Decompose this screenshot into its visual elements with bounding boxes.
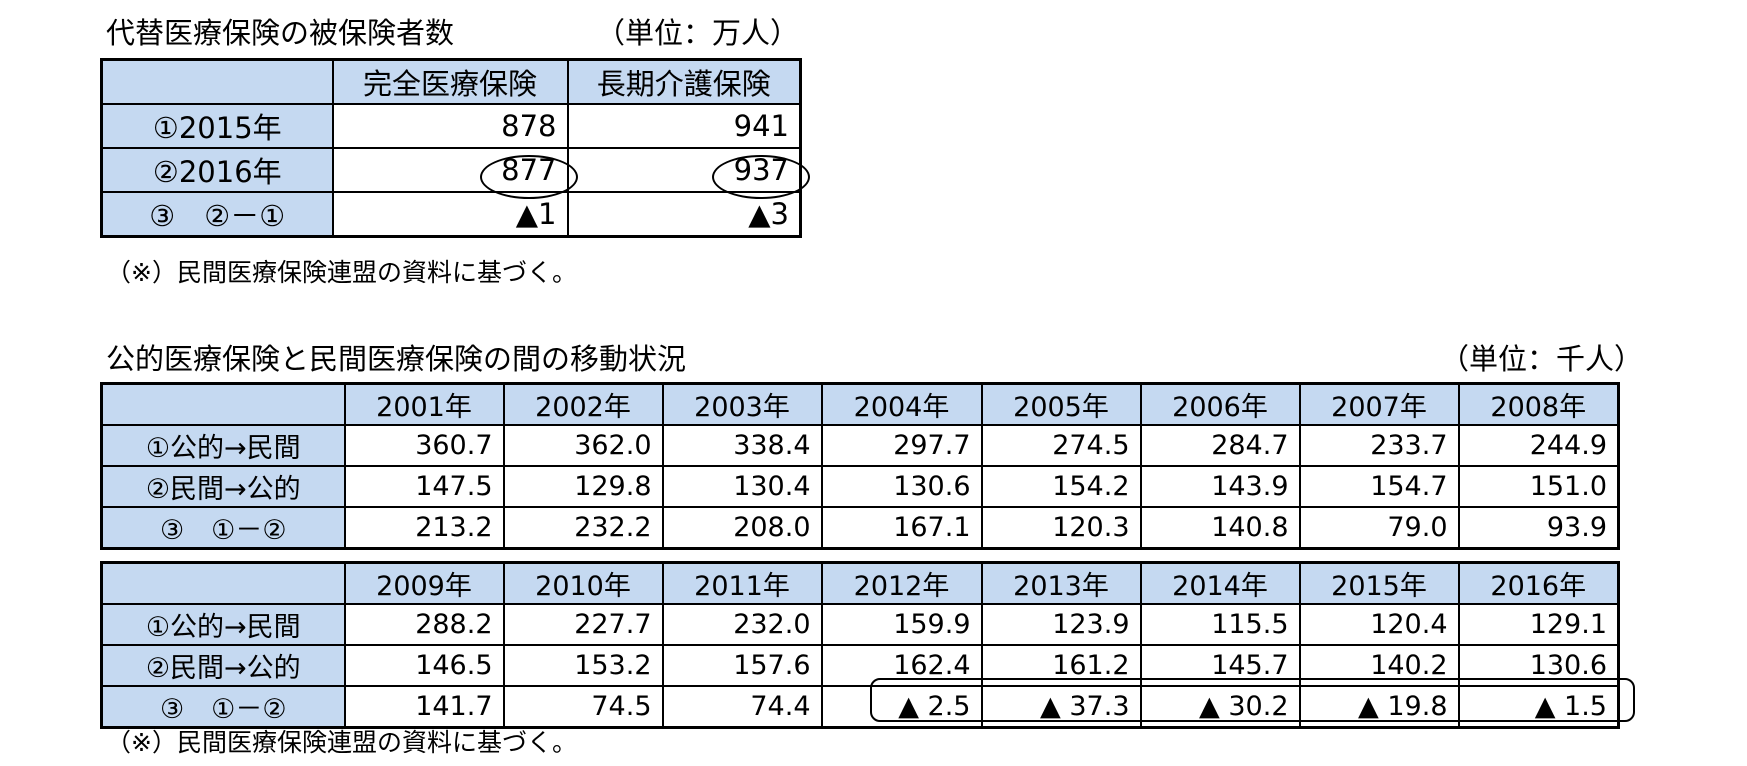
value-cell: 360.7 xyxy=(343,424,505,467)
highlight-ellipse xyxy=(480,155,578,199)
row-label: ①公的→民間 xyxy=(100,603,346,646)
table-header-row: 2001年 2002年 2003年 2004年 2005年 2006年 2007… xyxy=(100,382,1620,426)
year-header: 2009年 xyxy=(343,561,505,605)
value-cell: 129.1 xyxy=(1457,603,1620,646)
year-header: 2005年 xyxy=(980,382,1142,426)
value-cell: 878 xyxy=(331,103,569,149)
table-row: ②民間→公的 147.5 129.8 130.4 130.6 154.2 143… xyxy=(100,465,1620,508)
row-label: ③ ①－② xyxy=(100,506,346,550)
year-header: 2008年 xyxy=(1457,382,1620,426)
year-header: 2010年 xyxy=(502,561,664,605)
year-header: 2003年 xyxy=(661,382,823,426)
row-label: ①2015年 xyxy=(100,103,334,149)
transfer-table-2009-2016: 2009年 2010年 2011年 2012年 2013年 2014年 2015… xyxy=(100,561,1620,729)
value-cell: 213.2 xyxy=(343,506,505,550)
value-cell: 154.2 xyxy=(980,465,1142,508)
table-row: ③ ②－① ▲1 ▲3 xyxy=(100,191,802,238)
year-header: 2004年 xyxy=(820,382,983,426)
value-cell: 157.6 xyxy=(661,644,823,687)
value-cell: 233.7 xyxy=(1298,424,1460,467)
bottom-source-note: （※）民間医療保険連盟の資料に基づく。 xyxy=(106,728,577,757)
value-cell: 244.9 xyxy=(1457,424,1620,467)
value-cell: 208.0 xyxy=(661,506,823,550)
table-row: ①公的→民間 360.7 362.0 338.4 297.7 274.5 284… xyxy=(100,424,1620,467)
year-header: 2002年 xyxy=(502,382,664,426)
value-cell: 159.9 xyxy=(820,603,983,646)
table-row: ①公的→民間 288.2 227.7 232.0 159.9 123.9 115… xyxy=(100,603,1620,646)
value-cell: 167.1 xyxy=(820,506,983,550)
table-row: ③ ①－② 141.7 74.5 74.4 ▲ 2.5 ▲ 37.3 ▲ 30.… xyxy=(100,685,1620,729)
value-cell: 120.4 xyxy=(1298,603,1460,646)
year-header: 2001年 xyxy=(343,382,505,426)
value-cell: 232.2 xyxy=(502,506,664,550)
top-table-unit: （単位：万人） xyxy=(596,16,800,50)
value-cell: 143.9 xyxy=(1139,465,1301,508)
value-cell: 338.4 xyxy=(661,424,823,467)
insured-count-table: 完全医療保険 長期介護保険 ①2015年 878 941 ②2016年 877 … xyxy=(100,58,802,238)
row-label: ②民間→公的 xyxy=(100,644,346,687)
value-cell: 227.7 xyxy=(502,603,664,646)
row-label: ③ ②－① xyxy=(100,191,334,238)
value-cell: 79.0 xyxy=(1298,506,1460,550)
value-cell: 151.0 xyxy=(1457,465,1620,508)
table-row: ③ ①－② 213.2 232.2 208.0 167.1 120.3 140.… xyxy=(100,506,1620,550)
year-header: 2016年 xyxy=(1457,561,1620,605)
bottom-table-unit: （単位：千人） xyxy=(1440,342,1644,376)
column-header: 長期介護保険 xyxy=(566,58,802,105)
value-cell: 362.0 xyxy=(502,424,664,467)
value-cell: 140.8 xyxy=(1139,506,1301,550)
value-cell: 123.9 xyxy=(980,603,1142,646)
year-header: 2012年 xyxy=(820,561,983,605)
corner-cell xyxy=(100,58,334,105)
corner-cell xyxy=(100,561,346,605)
bottom-table-title: 公的医療保険と民間医療保険の間の移動状況 xyxy=(106,342,687,376)
row-label: ②民間→公的 xyxy=(100,465,346,508)
row-label: ①公的→民間 xyxy=(100,424,346,467)
row-label: ③ ①－② xyxy=(100,685,346,729)
year-header: 2013年 xyxy=(980,561,1142,605)
value-cell: 129.8 xyxy=(502,465,664,508)
value-cell: 120.3 xyxy=(980,506,1142,550)
value-cell: 130.4 xyxy=(661,465,823,508)
value-cell: 147.5 xyxy=(343,465,505,508)
table-row: ②民間→公的 146.5 153.2 157.6 162.4 161.2 145… xyxy=(100,644,1620,687)
value-cell: 141.7 xyxy=(343,685,505,729)
value-cell: 288.2 xyxy=(343,603,505,646)
table-header-row: 2009年 2010年 2011年 2012年 2013年 2014年 2015… xyxy=(100,561,1620,605)
top-source-note: （※）民間医療保険連盟の資料に基づく。 xyxy=(106,258,577,287)
value-cell: 74.4 xyxy=(661,685,823,729)
value-cell: 74.5 xyxy=(502,685,664,729)
value-cell: 297.7 xyxy=(820,424,983,467)
table-row: ①2015年 878 941 xyxy=(100,103,802,149)
value-cell: 93.9 xyxy=(1457,506,1620,550)
highlight-ellipse xyxy=(712,155,810,199)
table-header-row: 完全医療保険 長期介護保険 xyxy=(100,58,802,105)
corner-cell xyxy=(100,382,346,426)
value-cell: 274.5 xyxy=(980,424,1142,467)
value-cell: 153.2 xyxy=(502,644,664,687)
transfer-table-2001-2008: 2001年 2002年 2003年 2004年 2005年 2006年 2007… xyxy=(100,382,1620,550)
top-table-title: 代替医療保険の被保険者数 xyxy=(106,16,455,50)
table-row: ②2016年 877 937 xyxy=(100,147,802,193)
column-header: 完全医療保険 xyxy=(331,58,569,105)
value-cell: 115.5 xyxy=(1139,603,1301,646)
value-cell: 154.7 xyxy=(1298,465,1460,508)
year-header: 2007年 xyxy=(1298,382,1460,426)
value-cell: 232.0 xyxy=(661,603,823,646)
year-header: 2014年 xyxy=(1139,561,1301,605)
value-cell: ▲ 2.5 xyxy=(820,685,983,729)
highlight-box xyxy=(870,678,1635,722)
value-cell: 130.6 xyxy=(820,465,983,508)
year-header: 2006年 xyxy=(1139,382,1301,426)
year-header: 2011年 xyxy=(661,561,823,605)
value-cell: 284.7 xyxy=(1139,424,1301,467)
value-cell: 941 xyxy=(566,103,802,149)
value-cell: 146.5 xyxy=(343,644,505,687)
row-label: ②2016年 xyxy=(100,147,334,193)
year-header: 2015年 xyxy=(1298,561,1460,605)
